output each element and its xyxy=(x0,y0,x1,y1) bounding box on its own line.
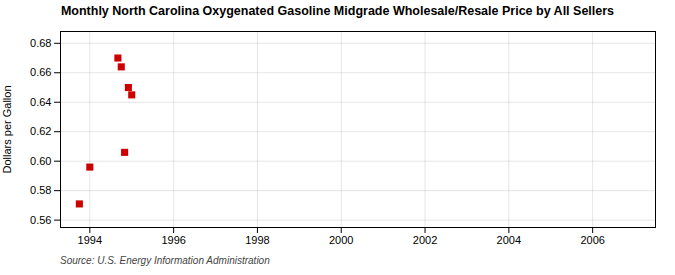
svg-text:0.60: 0.60 xyxy=(30,155,51,167)
svg-text:2002: 2002 xyxy=(413,234,437,246)
svg-text:Dollars per Gallon: Dollars per Gallon xyxy=(1,85,13,173)
svg-text:0.64: 0.64 xyxy=(30,96,51,108)
svg-text:1994: 1994 xyxy=(78,234,102,246)
html-text:Source: U.S. Energy Informatio: Source: U.S. Energy Information Administ… xyxy=(60,255,270,266)
svg-text:2004: 2004 xyxy=(497,234,521,246)
svg-text:0.56: 0.56 xyxy=(30,214,51,226)
svg-text:1998: 1998 xyxy=(245,234,269,246)
svg-text:0.68: 0.68 xyxy=(30,37,51,49)
html-text:Monthly North Carolina Oxygena: Monthly North Carolina Oxygenated Gasoli… xyxy=(60,4,615,18)
svg-text:0.62: 0.62 xyxy=(30,125,51,137)
svg-text:2000: 2000 xyxy=(329,234,353,246)
svg-text:0.66: 0.66 xyxy=(30,66,51,78)
svg-text:1996: 1996 xyxy=(161,234,185,246)
svg-text:2006: 2006 xyxy=(580,234,604,246)
svg-text:0.58: 0.58 xyxy=(30,184,51,196)
